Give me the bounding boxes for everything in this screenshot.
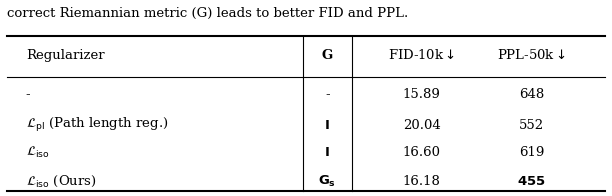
Text: 20.04: 20.04 (403, 119, 441, 132)
Text: $\mathbf{I}$: $\mathbf{I}$ (324, 146, 330, 159)
Text: $\mathbf{455}$: $\mathbf{455}$ (517, 175, 546, 188)
Text: 552: 552 (519, 119, 544, 132)
Text: G: G (322, 49, 333, 62)
Text: $\mathbf{G}_{\mathbf{s}}$: $\mathbf{G}_{\mathbf{s}}$ (318, 173, 337, 189)
Text: 15.89: 15.89 (403, 88, 441, 101)
Text: PPL-50k$\downarrow$: PPL-50k$\downarrow$ (497, 48, 566, 63)
Text: 16.60: 16.60 (403, 146, 441, 159)
Text: $\mathbf{I}$: $\mathbf{I}$ (324, 119, 330, 132)
Text: Regularizer: Regularizer (26, 49, 105, 62)
Text: 16.18: 16.18 (403, 175, 441, 188)
Text: -: - (26, 88, 31, 101)
Text: $\mathcal{L}_{\mathrm{iso}}$ (Ours): $\mathcal{L}_{\mathrm{iso}}$ (Ours) (26, 173, 97, 189)
Text: FID-10k$\downarrow$: FID-10k$\downarrow$ (388, 48, 455, 63)
Text: 619: 619 (519, 146, 544, 159)
Text: 648: 648 (519, 88, 544, 101)
Text: $\mathcal{L}_{\mathrm{iso}}$: $\mathcal{L}_{\mathrm{iso}}$ (26, 145, 50, 160)
Text: -: - (325, 88, 330, 101)
Text: correct Riemannian metric (G) leads to better FID and PPL.: correct Riemannian metric (G) leads to b… (7, 7, 409, 20)
Text: $\mathcal{L}_{\mathrm{pl}}$ (Path length reg.): $\mathcal{L}_{\mathrm{pl}}$ (Path length… (26, 116, 168, 134)
